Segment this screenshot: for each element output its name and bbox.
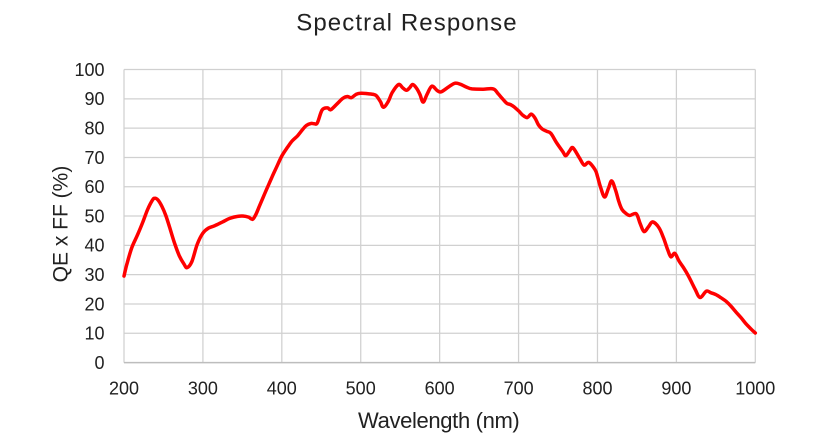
- svg-text:90: 90: [84, 89, 104, 109]
- svg-text:700: 700: [504, 379, 534, 399]
- svg-text:30: 30: [84, 265, 104, 285]
- svg-text:QE x FF (%): QE x FF (%): [49, 166, 72, 283]
- svg-text:400: 400: [267, 379, 297, 399]
- svg-text:80: 80: [84, 118, 104, 138]
- svg-text:200: 200: [109, 379, 139, 399]
- svg-text:500: 500: [346, 379, 376, 399]
- svg-text:60: 60: [84, 177, 104, 197]
- svg-text:50: 50: [84, 206, 104, 226]
- svg-text:Spectral Response: Spectral Response: [296, 9, 517, 36]
- svg-text:40: 40: [84, 236, 104, 256]
- svg-text:10: 10: [84, 324, 104, 344]
- svg-text:100: 100: [74, 60, 104, 80]
- svg-text:70: 70: [84, 148, 104, 168]
- svg-text:800: 800: [582, 379, 612, 399]
- svg-text:0: 0: [94, 353, 104, 373]
- svg-text:900: 900: [661, 379, 691, 399]
- svg-text:1000: 1000: [735, 379, 775, 399]
- svg-text:Wavelength (nm): Wavelength (nm): [358, 408, 519, 433]
- svg-text:300: 300: [188, 379, 218, 399]
- svg-text:20: 20: [84, 294, 104, 314]
- svg-text:600: 600: [425, 379, 455, 399]
